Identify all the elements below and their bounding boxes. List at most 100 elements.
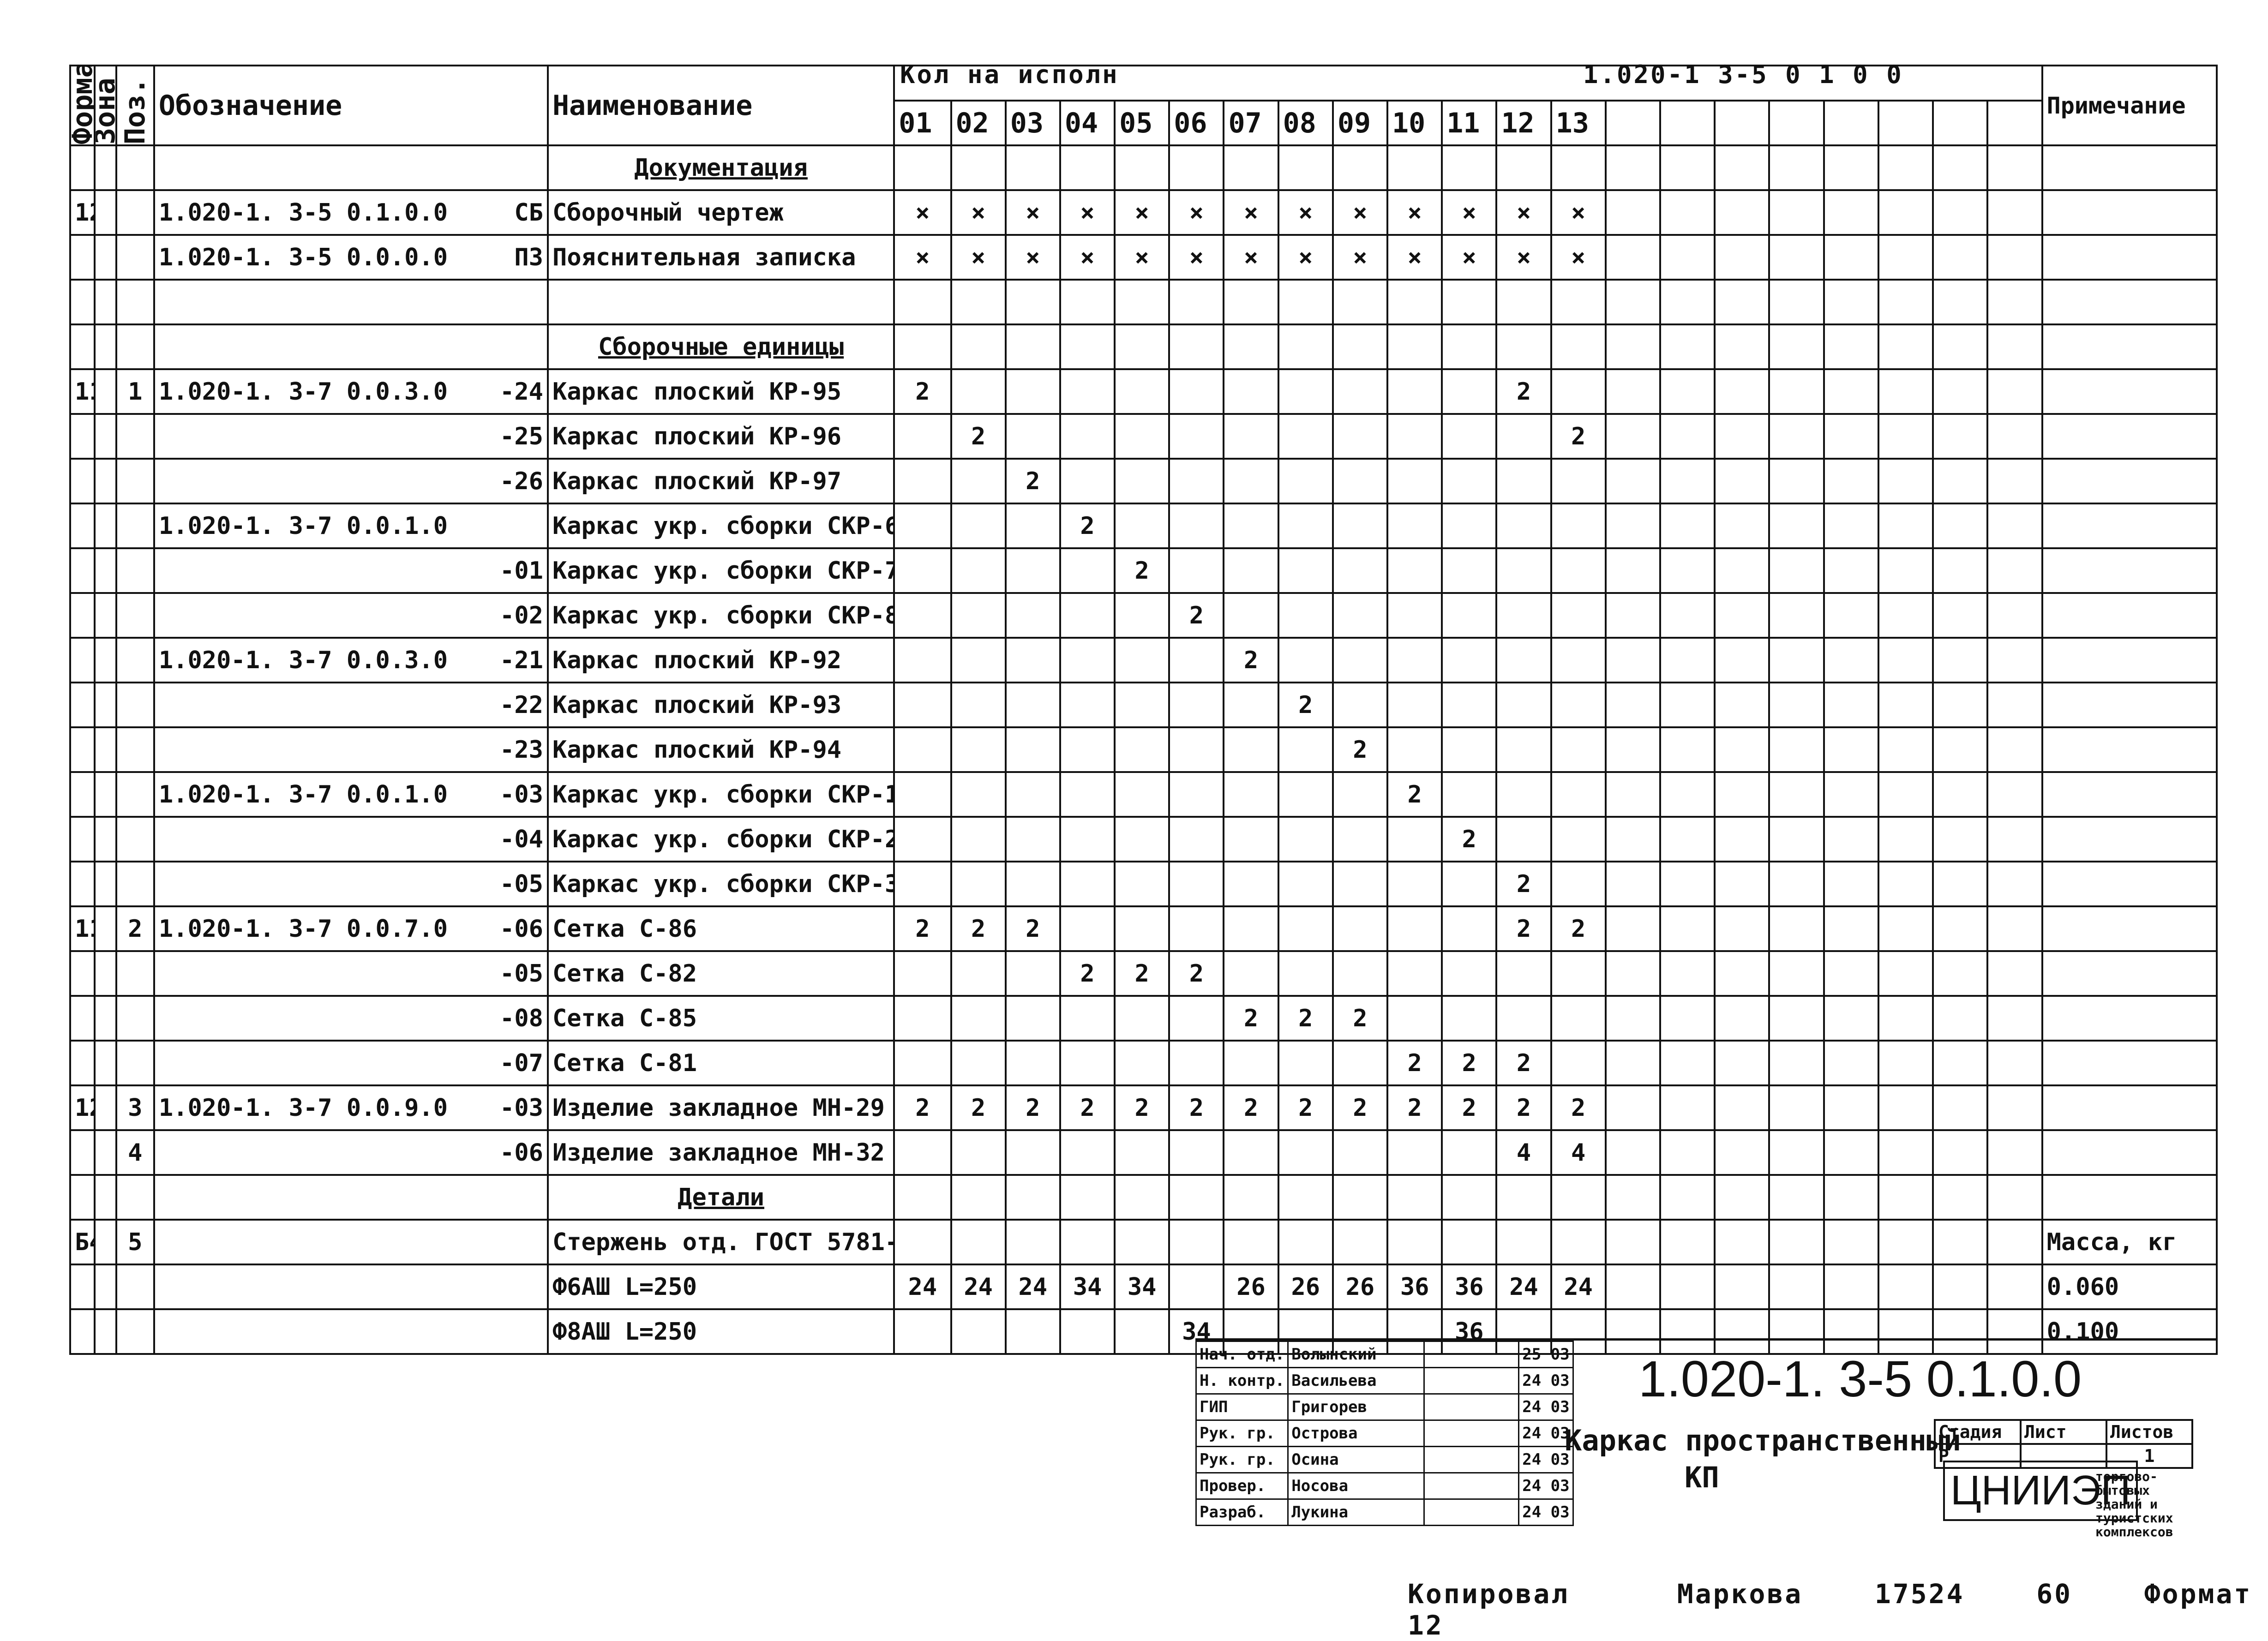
cell-qty <box>1332 279 1389 325</box>
cell-qty <box>950 547 1007 594</box>
sig-name: Лукина <box>1287 1498 1425 1526</box>
cell-qty <box>1332 547 1389 594</box>
cell-qty <box>1059 1174 1116 1221</box>
cell-qty <box>1823 1308 1879 1355</box>
cell-qty <box>1768 905 1825 952</box>
signature-row: Н. контр. Васильева 24 03 <box>1195 1367 1574 1395</box>
cell-qty <box>1004 323 1061 370</box>
cell-format <box>69 1174 96 1221</box>
cell-qty <box>1877 323 1934 370</box>
cell-qty <box>1714 368 1770 415</box>
variant-header: 06 <box>1168 100 1225 146</box>
cell-qty: 2 <box>1059 1084 1116 1131</box>
cell-qty: × <box>1550 234 1607 281</box>
cell-qty <box>1986 1219 2043 1265</box>
cell-qty <box>1604 1174 1661 1221</box>
cell-designation: -02 <box>153 592 549 639</box>
cell-qty <box>950 144 1007 191</box>
cell-qty <box>1168 1219 1225 1265</box>
cell-qty: 2 <box>1223 1084 1279 1131</box>
cell-qty <box>1932 1084 1989 1131</box>
cell-qty: 26 <box>1223 1264 1279 1310</box>
cell-qty <box>1168 1129 1225 1176</box>
variant-header: 07 <box>1223 100 1279 146</box>
cell-qty: 2 <box>1168 592 1225 639</box>
cell-qty <box>950 816 1007 862</box>
cell-qty <box>1877 637 1934 683</box>
cell-note <box>2041 861 2218 907</box>
cell-qty <box>1877 1219 1934 1265</box>
variant-header: 08 <box>1277 100 1334 146</box>
cell-qty <box>1714 189 1770 236</box>
cell-qty <box>1714 592 1770 639</box>
cell-qty <box>1659 905 1716 952</box>
cell-qty <box>1277 816 1334 862</box>
col-designation: Обозначение <box>153 65 549 146</box>
cell-qty: 2 <box>1223 637 1279 683</box>
cell-qty <box>1932 950 1989 997</box>
cell-pos <box>115 995 155 1042</box>
cell-name: Пояснительная записка <box>546 234 895 281</box>
cell-qty <box>1768 1308 1825 1355</box>
cell-qty <box>1495 995 1552 1042</box>
cell-format <box>69 1040 96 1086</box>
cell-qty: 2 <box>1441 816 1498 862</box>
cell-zone <box>94 413 117 460</box>
title-block: Нач. отд. Волынский 25 03 Н. контр. Васильев… <box>1195 1338 2218 1567</box>
cell-qty <box>1714 1084 1770 1131</box>
cell-qty <box>1114 1308 1170 1355</box>
copier-name: Маркова <box>1677 1578 1803 1610</box>
cell-qty <box>1223 279 1279 325</box>
cell-qty <box>1986 234 2043 281</box>
cell-qty <box>1114 1174 1170 1221</box>
cell-zone <box>94 368 117 415</box>
cell-qty: × <box>1004 189 1061 236</box>
cell-qty <box>1714 1129 1770 1176</box>
designation-code: 1.020-1. 3-7 0.0.1.0 <box>158 780 448 809</box>
cell-qty <box>1986 861 2043 907</box>
cell-qty <box>1659 1308 1716 1355</box>
cell-qty <box>1114 1040 1170 1086</box>
cell-qty <box>1332 368 1389 415</box>
cell-qty <box>1059 279 1116 325</box>
cell-qty <box>1932 144 1989 191</box>
cell-qty <box>893 503 952 549</box>
cell-qty <box>1986 1308 2043 1355</box>
cell-qty <box>1877 1174 1934 1221</box>
cell-qty <box>1659 637 1716 683</box>
cell-qty <box>893 279 952 325</box>
cell-qty <box>1659 1219 1716 1265</box>
cell-qty <box>1059 144 1116 191</box>
cell-name: Каркас укр. сборки СКР-3 <box>546 861 895 907</box>
designation-suffix: ПЗ <box>514 243 543 271</box>
cell-qty: × <box>1386 234 1443 281</box>
cell-qty <box>1441 995 1498 1042</box>
cell-qty <box>1114 726 1170 773</box>
variant-header <box>1877 100 1934 146</box>
cell-designation: -22 <box>153 682 549 728</box>
cell-qty: 2 <box>1386 1084 1443 1131</box>
cell-zone <box>94 771 117 818</box>
cell-format <box>69 592 96 639</box>
cell-qty <box>1877 1040 1934 1086</box>
cell-designation: 1.020-1. 3-7 0.0.3.0 -24 <box>153 368 549 415</box>
cell-note <box>2041 771 2218 818</box>
cell-qty: × <box>1332 234 1389 281</box>
cell-format <box>69 726 96 773</box>
cell-pos: 3 <box>115 1084 155 1131</box>
cell-qty <box>1823 637 1879 683</box>
cell-qty <box>1877 1308 1934 1355</box>
cell-qty <box>1168 816 1225 862</box>
cell-qty <box>1277 1129 1334 1176</box>
cell-qty: × <box>1059 234 1116 281</box>
cell-name: Сетка С-81 <box>546 1040 895 1086</box>
cell-qty: × <box>893 234 952 281</box>
cell-qty <box>1932 279 1989 325</box>
cell-qty <box>1277 950 1334 997</box>
cell-qty <box>1114 503 1170 549</box>
cell-qty: 2 <box>1277 1084 1334 1131</box>
cell-pos <box>115 413 155 460</box>
section-row: Сборочные единицы <box>69 323 2218 370</box>
cell-qty <box>1714 771 1770 818</box>
